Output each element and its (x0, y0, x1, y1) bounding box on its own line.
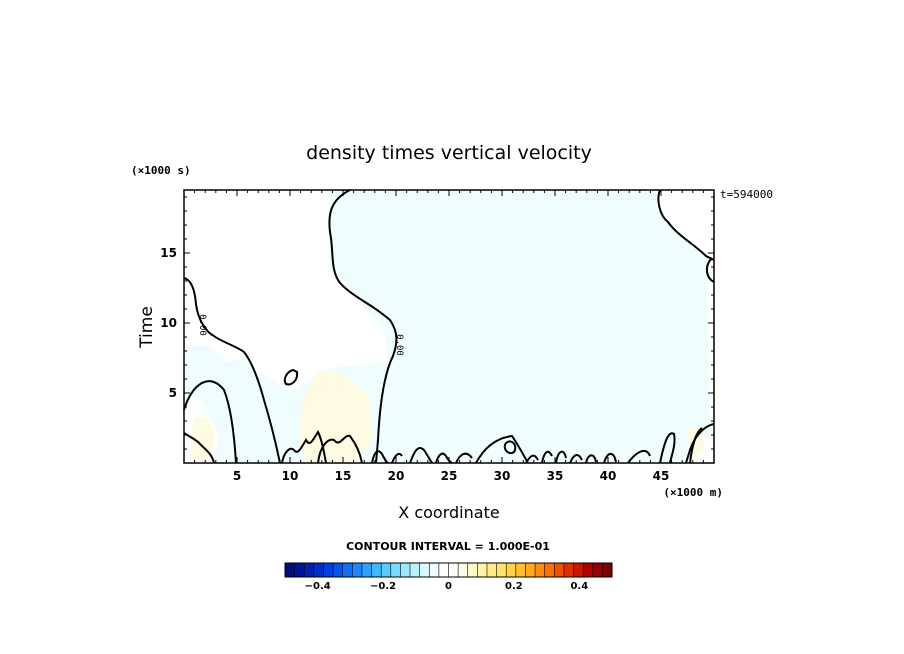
colorbar-swatch (477, 563, 488, 577)
zero-contour-line (435, 452, 453, 464)
colorbar-swatch (554, 563, 565, 577)
zero-contour-line (569, 454, 583, 464)
zero-contour-line (627, 449, 651, 464)
colorbar-swatch (342, 563, 353, 577)
zero-contour-line (525, 454, 539, 464)
x-tick-label: 40 (600, 469, 617, 483)
colorbar-swatch (602, 563, 613, 577)
colorbar-swatch (573, 563, 584, 577)
zero-contour-line (183, 432, 215, 464)
zero-contour-line (328, 189, 398, 464)
zero-contour-line (281, 430, 327, 464)
zero-contour-line (391, 452, 403, 464)
colorbar-swatch (429, 563, 440, 577)
x-tick-label: 15 (335, 469, 352, 483)
colorbar-swatch (371, 563, 382, 577)
colorbar-tick-label: −0.4 (305, 581, 331, 592)
colorbar-swatch (486, 563, 497, 577)
x-axis-label: X coordinate (398, 503, 499, 522)
colorbar-swatch (563, 563, 574, 577)
colorbar-swatch (506, 563, 517, 577)
colorbar-swatch (467, 563, 478, 577)
colorbar-swatch (304, 563, 315, 577)
colorbar-swatch (496, 563, 507, 577)
y-tick-label: 15 (160, 246, 177, 260)
zero-contour-line (689, 427, 703, 464)
zero-contour-line (371, 450, 389, 464)
x-unit-label: (×1000 m) (663, 486, 723, 499)
colorbar: −0.4 −0.2 0 0.2 0.4 (284, 562, 613, 592)
colorbar-swatch (583, 563, 594, 577)
colorbar-swatch (448, 563, 459, 577)
zero-contour-line (541, 450, 553, 464)
zero-contour-line (409, 446, 433, 464)
x-tick-label: 30 (494, 469, 511, 483)
x-tick-label: 10 (282, 469, 299, 483)
y-unit-label: (×1000 s) (131, 164, 191, 177)
colorbar-swatch (544, 563, 555, 577)
negative-region-shading (184, 190, 710, 463)
positive-region-shading (190, 418, 216, 460)
x-tick-label: 25 (441, 469, 458, 483)
contour-level-label: 0.00 (394, 334, 404, 356)
y-axis: 5 10 15 (160, 196, 714, 450)
time-stamp-label: t=594000 (720, 188, 773, 201)
colorbar-swatch (592, 563, 603, 577)
chart-title: density times vertical velocity (306, 142, 592, 164)
contour-level-label: 0.00 (197, 314, 207, 336)
colorbar-frame (284, 562, 613, 578)
colorbar-swatch (352, 563, 363, 577)
colorbar-swatch (390, 563, 401, 577)
zero-contour-line (603, 452, 617, 464)
zero-contour-line (706, 257, 715, 283)
x-tick-label: 5 (233, 469, 241, 483)
zero-contour-line (455, 452, 473, 464)
colorbar-swatch (361, 563, 372, 577)
x-tick-label: 35 (547, 469, 564, 483)
x-tick-label: 20 (388, 469, 405, 483)
colorbar-swatch (381, 563, 392, 577)
colorbar-swatch (323, 563, 334, 577)
positive-region-shading (300, 370, 372, 463)
colorbar-swatch (515, 563, 526, 577)
field-shading (184, 190, 710, 463)
colorbar-swatch (438, 563, 449, 577)
colorbar-swatch (419, 563, 430, 577)
zero-contour-line (475, 434, 529, 464)
colorbar-swatch (333, 563, 344, 577)
y-axis-label: Time (137, 306, 157, 349)
zero-contour-line (283, 368, 299, 386)
colorbar-swatch (525, 563, 536, 577)
x-axis: 5 10 15 20 25 30 35 40 45 (194, 190, 704, 483)
contour-interval-note: CONTOUR INTERVAL = 1.000E-01 (346, 540, 550, 553)
colorbar-swatch (313, 563, 324, 577)
colorbar-swatch (458, 563, 469, 577)
zero-contour-line (183, 277, 281, 464)
zero-contour-line (657, 189, 715, 261)
zero-contour-line (317, 434, 363, 464)
zero-contour-line (659, 432, 676, 464)
colorbar-tick-label: 0.4 (570, 581, 588, 592)
colorbar-swatch (535, 563, 546, 577)
colorbar-swatch (285, 563, 296, 577)
zero-contour-line (503, 440, 517, 454)
colorbar-tick-label: 0 (445, 581, 452, 592)
x-tick-label: 45 (653, 469, 670, 483)
zero-contour-line (555, 450, 567, 464)
colorbar-tick-label: 0.2 (505, 581, 523, 592)
zero-contour-line (183, 380, 237, 464)
plot-area: 0.00 0.00 5 10 15 20 25 30 35 40 45 5 10 15 (160, 189, 715, 483)
y-tick-label: 10 (160, 316, 177, 330)
zero-contour-line (685, 423, 715, 464)
y-tick-label: 5 (169, 386, 177, 400)
colorbar-tick-label: −0.2 (370, 581, 396, 592)
colorbar-swatch (294, 563, 305, 577)
colorbar-swatch (400, 563, 411, 577)
colorbar-swatch (410, 563, 421, 577)
